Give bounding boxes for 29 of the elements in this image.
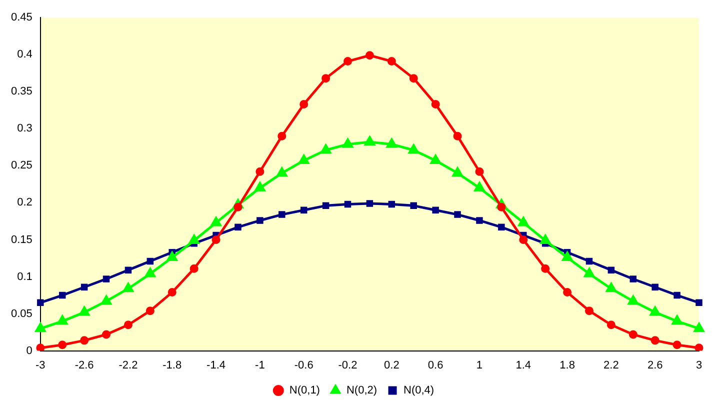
legend-label: N(0,4) — [404, 384, 434, 397]
y-tick-label: 0.1 — [17, 270, 32, 283]
y-tick-label: 0.45 — [10, 12, 32, 24]
y-tick-label: 0.05 — [10, 308, 32, 320]
y-tick-label: 0.25 — [10, 160, 32, 172]
x-tick-label: 0.2 — [384, 359, 400, 372]
y-tick-label: 0.2 — [17, 196, 32, 209]
y-tick-label: 0.35 — [10, 86, 32, 98]
x-tick-label: -3 — [36, 359, 46, 372]
x-tick-label: -1.8 — [162, 359, 182, 372]
legend-label: N(0,2) — [346, 384, 378, 397]
x-tick-label: -0.2 — [338, 359, 358, 372]
y-tick-label: 0.15 — [10, 234, 32, 246]
x-tick-label: 2.2 — [604, 359, 619, 372]
x-tick-label: 3 — [696, 359, 702, 372]
y-tick-label: 0 — [26, 344, 32, 357]
x-tick-label: -0.6 — [294, 359, 314, 372]
x-tick-label: -2.2 — [118, 359, 138, 372]
x-tick-label: 1.4 — [516, 359, 532, 372]
x-tick-label: 2.6 — [647, 359, 663, 372]
y-tick-label: 0.4 — [17, 48, 32, 61]
x-tick-label: -1 — [255, 359, 265, 372]
legend-label: N(0,1) — [289, 384, 320, 397]
x-tick-label: 0.6 — [428, 359, 444, 372]
y-tick-label: 0.3 — [17, 122, 32, 135]
x-tick-label: -1.4 — [206, 359, 226, 372]
x-tick-label: -2.6 — [74, 359, 94, 372]
x-tick-label: 1 — [476, 359, 483, 372]
x-tick-label: 1.8 — [560, 359, 575, 372]
